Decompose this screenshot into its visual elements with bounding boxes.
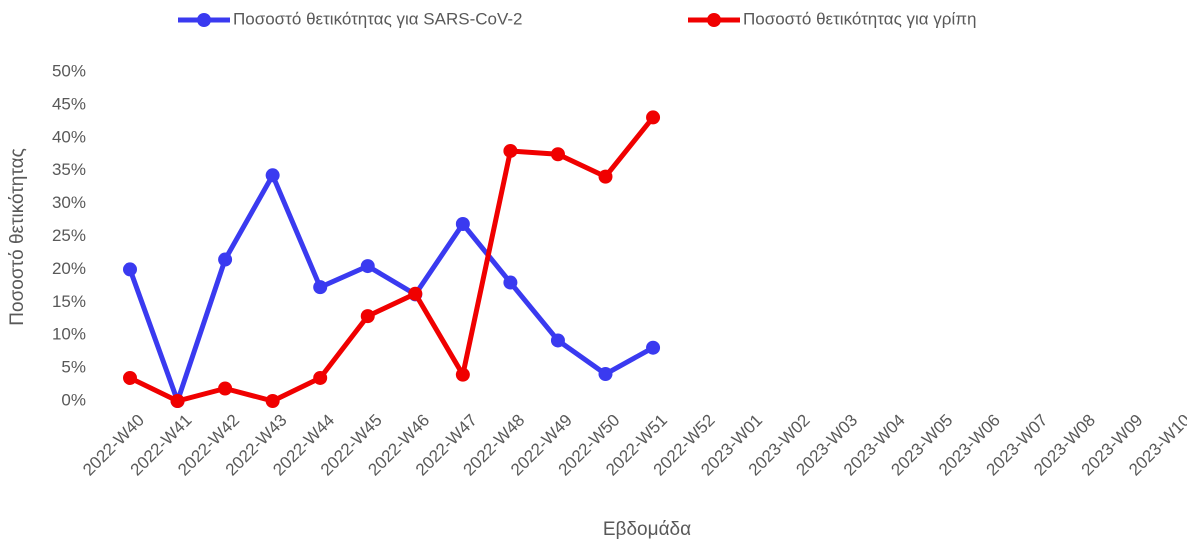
x-axis-title: Εβδομάδα: [603, 519, 691, 540]
series-line: [127, 172, 655, 404]
y-tick-label: 25%: [52, 226, 86, 245]
point: [313, 280, 328, 295]
point: [408, 286, 423, 301]
y-axis-title: Ποσοστό θετικότητας: [7, 148, 28, 325]
point: [265, 168, 280, 183]
point: [503, 275, 518, 290]
point: [503, 143, 518, 158]
point: [313, 370, 328, 385]
legend-marker: [707, 13, 721, 27]
y-tick-label: 35%: [52, 160, 86, 179]
y-tick-label: 30%: [52, 193, 86, 212]
y-tick-label: 15%: [52, 292, 86, 311]
point: [265, 394, 280, 408]
y-tick-label: 5%: [61, 358, 86, 377]
point: [360, 309, 375, 324]
point: [550, 147, 565, 162]
y-tick-label: 20%: [52, 259, 86, 278]
point: [218, 252, 233, 267]
point: [455, 216, 470, 231]
point: [598, 169, 613, 184]
point: [360, 259, 375, 274]
y-tick-label: 10%: [52, 325, 86, 344]
y-tick-label: 50%: [52, 61, 86, 80]
point: [218, 381, 233, 396]
legend-label: Ποσοστό θετικότητας για SARS-CoV-2: [233, 9, 523, 28]
point: [646, 340, 661, 355]
legend-label: Ποσοστό θετικότητας για γρίπη: [743, 9, 976, 28]
point: [455, 367, 470, 382]
point: [123, 262, 137, 277]
point: [123, 370, 137, 385]
point: [646, 110, 661, 125]
point: [550, 333, 565, 348]
legend-marker: [197, 13, 211, 27]
y-tick-label: 0%: [61, 390, 86, 409]
point: [598, 367, 613, 382]
y-tick-label: 40%: [52, 127, 86, 146]
point: [170, 394, 185, 408]
y-tick-label: 45%: [52, 94, 86, 113]
series-line: [128, 115, 655, 404]
